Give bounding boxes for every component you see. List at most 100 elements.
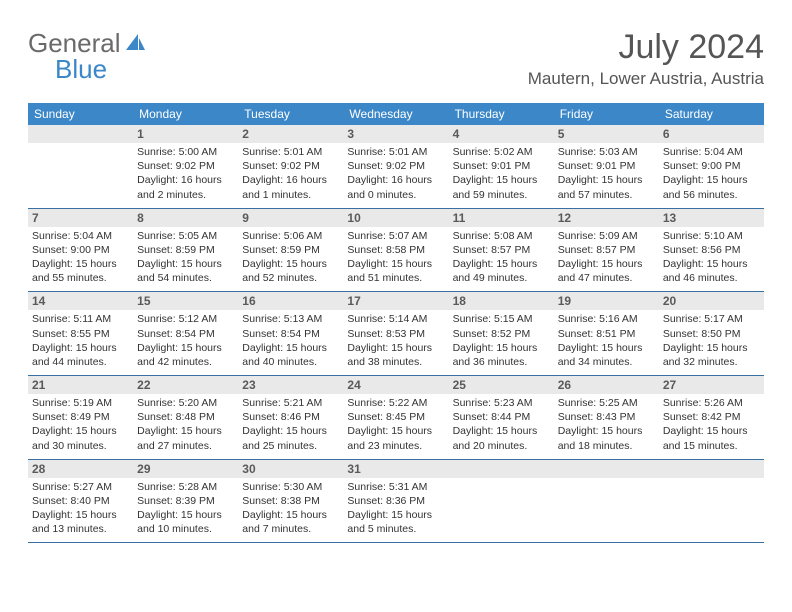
sunrise-line: Sunrise: 5:08 AM — [453, 229, 550, 243]
day-info: Sunrise: 5:04 AMSunset: 9:00 PMDaylight:… — [28, 227, 133, 292]
sunset-line: Sunset: 8:59 PM — [137, 243, 234, 257]
daylight-line: Daylight: 15 hours and 57 minutes. — [558, 173, 655, 201]
day-cell — [554, 459, 659, 543]
sunset-line: Sunset: 8:38 PM — [242, 494, 339, 508]
sunset-line: Sunset: 8:39 PM — [137, 494, 234, 508]
daylight-line: Daylight: 16 hours and 1 minutes. — [242, 173, 339, 201]
daylight-line: Daylight: 15 hours and 10 minutes. — [137, 508, 234, 536]
daylight-line: Daylight: 15 hours and 55 minutes. — [32, 257, 129, 285]
daylight-line: Daylight: 15 hours and 25 minutes. — [242, 424, 339, 452]
sunrise-line: Sunrise: 5:05 AM — [137, 229, 234, 243]
day-info: Sunrise: 5:23 AMSunset: 8:44 PMDaylight:… — [449, 394, 554, 459]
day-header: Wednesday — [343, 103, 448, 125]
daylight-line: Daylight: 15 hours and 51 minutes. — [347, 257, 444, 285]
sunset-line: Sunset: 9:02 PM — [347, 159, 444, 173]
day-info — [659, 478, 764, 536]
day-info: Sunrise: 5:28 AMSunset: 8:39 PMDaylight:… — [133, 478, 238, 543]
day-number: 31 — [343, 460, 448, 478]
day-cell: 8Sunrise: 5:05 AMSunset: 8:59 PMDaylight… — [133, 208, 238, 292]
sunset-line: Sunset: 8:42 PM — [663, 410, 760, 424]
sunrise-line: Sunrise: 5:21 AM — [242, 396, 339, 410]
day-cell: 12 Sunrise: 5:09 AMSunset: 8:57 PMDayligh… — [554, 208, 659, 292]
day-cell: 25Sunrise: 5:23 AMSunset: 8:44 PMDayligh… — [449, 376, 554, 460]
day-info: Sunrise: 5:30 AMSunset: 8:38 PMDaylight:… — [238, 478, 343, 543]
day-cell: 30Sunrise: 5:30 AMSunset: 8:38 PMDayligh… — [238, 459, 343, 543]
daylight-line: Daylight: 15 hours and 30 minutes. — [32, 424, 129, 452]
day-cell — [659, 459, 764, 543]
day-number: 10 — [343, 209, 448, 227]
day-info: Sunrise: 5:01 AMSunset: 9:02 PMDaylight:… — [343, 143, 448, 208]
sunrise-line: Sunrise: 5:16 AM — [558, 312, 655, 326]
sunrise-line: Sunrise: 5:00 AM — [137, 145, 234, 159]
day-number: 25 — [449, 376, 554, 394]
sunrise-line: Sunrise: 5:17 AM — [663, 312, 760, 326]
day-cell: 26Sunrise: 5:25 AMSunset: 8:43 PMDayligh… — [554, 376, 659, 460]
sunrise-line: Sunrise: 5:31 AM — [347, 480, 444, 494]
day-header: Tuesday — [238, 103, 343, 125]
day-number: 30 — [238, 460, 343, 478]
sunrise-line: Sunrise: 5:04 AM — [663, 145, 760, 159]
daylight-line: Daylight: 15 hours and 42 minutes. — [137, 341, 234, 369]
daylight-line: Daylight: 15 hours and 49 minutes. — [453, 257, 550, 285]
day-number: 27 — [659, 376, 764, 394]
day-number: 29 — [133, 460, 238, 478]
day-cell: 22Sunrise: 5:20 AMSunset: 8:48 PMDayligh… — [133, 376, 238, 460]
sunset-line: Sunset: 8:46 PM — [242, 410, 339, 424]
sunset-line: Sunset: 9:02 PM — [137, 159, 234, 173]
day-number: 26 — [554, 376, 659, 394]
day-header: Monday — [133, 103, 238, 125]
sunrise-line: Sunrise: 5:01 AM — [347, 145, 444, 159]
day-cell: 16Sunrise: 5:13 AMSunset: 8:54 PMDayligh… — [238, 292, 343, 376]
sunrise-line: Sunrise: 5:13 AM — [242, 312, 339, 326]
day-number: 24 — [343, 376, 448, 394]
day-cell: 17Sunrise: 5:14 AMSunset: 8:53 PMDayligh… — [343, 292, 448, 376]
day-number: 22 — [133, 376, 238, 394]
day-cell: 20Sunrise: 5:17 AMSunset: 8:50 PMDayligh… — [659, 292, 764, 376]
day-info: Sunrise: 5:11 AMSunset: 8:55 PMDaylight:… — [28, 310, 133, 375]
day-cell: 19Sunrise: 5:16 AMSunset: 8:51 PMDayligh… — [554, 292, 659, 376]
day-info — [28, 143, 133, 201]
day-number: 12 — [554, 209, 659, 227]
day-cell: 27Sunrise: 5:26 AMSunset: 8:42 PMDayligh… — [659, 376, 764, 460]
day-number: 2 — [238, 125, 343, 143]
day-number: 18 — [449, 292, 554, 310]
daylight-line: Daylight: 15 hours and 59 minutes. — [453, 173, 550, 201]
sunrise-line: Sunrise: 5:09 AM — [558, 229, 655, 243]
day-number: 9 — [238, 209, 343, 227]
day-number — [554, 460, 659, 478]
day-info: Sunrise: 5:07 AMSunset: 8:58 PMDaylight:… — [343, 227, 448, 292]
day-info: Sunrise: 5:00 AMSunset: 9:02 PMDaylight:… — [133, 143, 238, 208]
day-cell: 28Sunrise: 5:27 AMSunset: 8:40 PMDayligh… — [28, 459, 133, 543]
sunset-line: Sunset: 8:57 PM — [453, 243, 550, 257]
day-number: 1 — [133, 125, 238, 143]
sunrise-line: Sunrise: 5:14 AM — [347, 312, 444, 326]
week-row: 21Sunrise: 5:19 AMSunset: 8:49 PMDayligh… — [28, 376, 764, 460]
title-block: July 2024 Mautern, Lower Austria, Austri… — [528, 28, 764, 89]
day-cell: 14Sunrise: 5:11 AMSunset: 8:55 PMDayligh… — [28, 292, 133, 376]
sunrise-line: Sunrise: 5:27 AM — [32, 480, 129, 494]
day-number: 23 — [238, 376, 343, 394]
header: General July 2024 Mautern, Lower Austria… — [0, 0, 792, 95]
sunset-line: Sunset: 8:57 PM — [558, 243, 655, 257]
day-info: Sunrise: 5:17 AMSunset: 8:50 PMDaylight:… — [659, 310, 764, 375]
sunset-line: Sunset: 9:02 PM — [242, 159, 339, 173]
daylight-line: Daylight: 15 hours and 44 minutes. — [32, 341, 129, 369]
sunrise-line: Sunrise: 5:07 AM — [347, 229, 444, 243]
day-info: Sunrise: 5:21 AMSunset: 8:46 PMDaylight:… — [238, 394, 343, 459]
daylight-line: Daylight: 15 hours and 36 minutes. — [453, 341, 550, 369]
sunrise-line: Sunrise: 5:06 AM — [242, 229, 339, 243]
day-number: 5 — [554, 125, 659, 143]
day-number: 4 — [449, 125, 554, 143]
daylight-line: Daylight: 15 hours and 47 minutes. — [558, 257, 655, 285]
day-cell: 23Sunrise: 5:21 AMSunset: 8:46 PMDayligh… — [238, 376, 343, 460]
day-info: Sunrise: 5:13 AMSunset: 8:54 PMDaylight:… — [238, 310, 343, 375]
sunrise-line: Sunrise: 5:01 AM — [242, 145, 339, 159]
day-cell: 7Sunrise: 5:04 AMSunset: 9:00 PMDaylight… — [28, 208, 133, 292]
sunrise-line: Sunrise: 5:25 AM — [558, 396, 655, 410]
day-number: 11 — [449, 209, 554, 227]
day-cell: 29Sunrise: 5:28 AMSunset: 8:39 PMDayligh… — [133, 459, 238, 543]
sunrise-line: Sunrise: 5:20 AM — [137, 396, 234, 410]
month-title: July 2024 — [528, 28, 764, 67]
day-number: 20 — [659, 292, 764, 310]
day-header: Friday — [554, 103, 659, 125]
